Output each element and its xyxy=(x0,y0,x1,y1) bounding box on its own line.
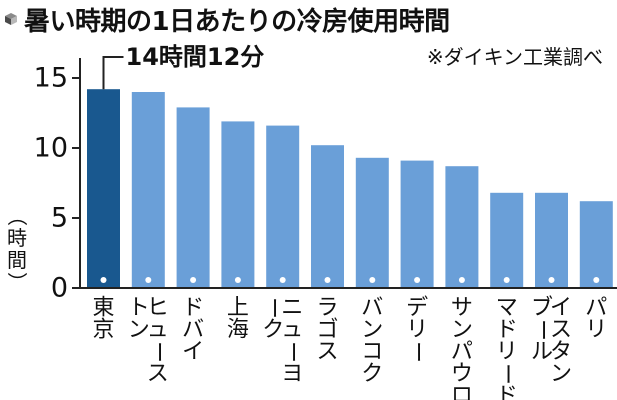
y-axis-label-char: ） xyxy=(5,272,29,292)
category-label-char: 上 xyxy=(227,296,249,321)
bar-base-marker xyxy=(234,277,241,283)
bar xyxy=(579,201,613,288)
bar-base-marker xyxy=(414,277,421,283)
category-label-char: ン xyxy=(550,362,572,387)
category-label-char: ュ xyxy=(147,318,169,343)
category-label-char: ド xyxy=(496,384,518,400)
bar xyxy=(535,192,568,288)
source-note: ※ダイキン工業調べ xyxy=(427,45,603,69)
title-row: 暑い時期の1日あたりの冷房使用時間 xyxy=(4,2,450,37)
category-label-char: マ xyxy=(496,296,518,321)
y-axis-label-char: 時 xyxy=(7,226,27,250)
category-label-char: ニ xyxy=(281,296,303,321)
category-label-char: ー xyxy=(530,319,555,341)
category-label-char: ン xyxy=(128,318,150,343)
category-label-char: ー xyxy=(145,341,170,363)
bar-base-marker xyxy=(458,277,465,283)
bar-base-marker xyxy=(369,277,376,283)
annotation-label: 14時間12分 xyxy=(126,43,265,71)
category-label-char: デ xyxy=(406,296,428,321)
bar xyxy=(176,107,210,289)
category-label-char: イ xyxy=(550,296,572,321)
chart-title: 暑い時期の1日あたりの冷房使用時間 xyxy=(24,6,450,37)
category-label-char: 京 xyxy=(92,318,114,343)
category-label-char: リ xyxy=(585,318,607,343)
bar-base-marker xyxy=(100,277,107,283)
y-tick-label: 10 xyxy=(34,133,68,164)
cube-icon xyxy=(5,13,17,25)
category-label-char: 東 xyxy=(92,296,114,321)
category-label-char: ド xyxy=(496,318,518,343)
annotation-leader xyxy=(102,56,124,90)
category-label-char: ー xyxy=(261,297,286,319)
category-label-char: イ xyxy=(182,340,204,365)
category-label-char: ラ xyxy=(316,296,338,321)
category-label-char: ヨ xyxy=(281,362,303,387)
bar xyxy=(400,160,434,288)
category-label-char: 海 xyxy=(227,318,249,343)
category-label-char: パ xyxy=(585,296,607,321)
category-label-char: バ xyxy=(361,296,383,321)
category-label-char: ュ xyxy=(281,318,303,343)
category-label-char: バ xyxy=(182,318,204,343)
category-label-char: ー xyxy=(494,363,519,385)
category-label-char: ン xyxy=(361,318,383,343)
bar-base-marker xyxy=(503,277,510,283)
category-label-char: コ xyxy=(361,340,383,365)
category-label-char: ル xyxy=(531,340,553,365)
y-axis-label-char: （ xyxy=(5,206,29,226)
category-label-char: ド xyxy=(182,296,204,321)
y-tick-label: 15 xyxy=(34,63,68,94)
bar xyxy=(355,157,389,288)
category-label-char: ブ xyxy=(531,296,553,321)
category-label-char: ー xyxy=(280,341,305,363)
category-label-char: ク xyxy=(262,318,284,343)
bar-base-marker xyxy=(593,277,600,283)
category-label-char: サ xyxy=(451,296,473,321)
bar xyxy=(131,92,165,288)
bar-base-marker xyxy=(324,277,331,283)
bar xyxy=(221,121,255,289)
bar-base-marker xyxy=(145,277,152,283)
category-label-char: ロ xyxy=(451,384,473,400)
y-tick-label: 0 xyxy=(51,273,68,304)
category-label-char: ン xyxy=(451,318,473,343)
bar xyxy=(490,192,524,288)
bar xyxy=(445,166,479,288)
category-label-char: ク xyxy=(361,362,383,387)
y-axis-label-char: 間 xyxy=(7,248,27,272)
category-label-char: ト xyxy=(128,296,150,321)
category-label-char: パ xyxy=(451,340,473,365)
category-label-char: ヒ xyxy=(147,296,169,321)
bar xyxy=(266,125,300,288)
category-label-char: ゴ xyxy=(316,318,338,343)
category-label-char: ウ xyxy=(451,362,473,387)
category-label-char: リ xyxy=(496,340,518,365)
category-label-char: ス xyxy=(316,340,338,365)
bar xyxy=(311,145,344,288)
category-label-char: ス xyxy=(550,318,572,343)
category-label-char: ス xyxy=(147,362,169,387)
y-tick-label: 5 xyxy=(51,203,68,234)
category-label-char: リ xyxy=(406,318,428,343)
bar-base-marker xyxy=(279,277,286,283)
bar-base-marker xyxy=(190,277,197,283)
category-label-char: ー xyxy=(405,341,430,363)
bar xyxy=(87,89,120,288)
category-label-char: タ xyxy=(550,340,572,365)
bar-base-marker xyxy=(548,277,555,283)
